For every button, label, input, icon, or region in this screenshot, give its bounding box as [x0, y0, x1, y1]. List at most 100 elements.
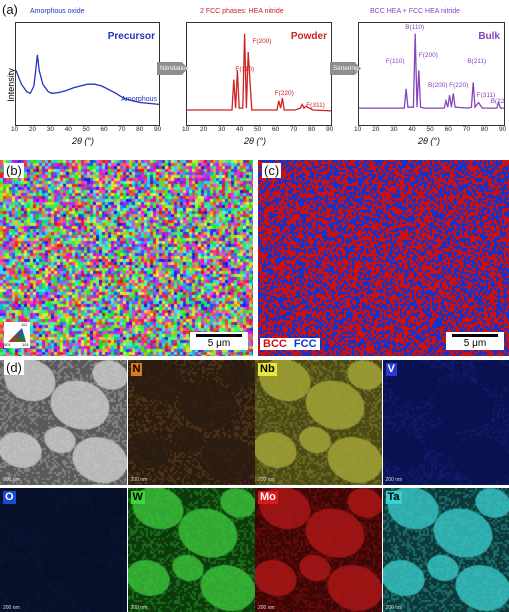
eds-map-w: W 200 nm: [127, 488, 255, 612]
x-tick-label: 80: [136, 126, 144, 133]
x-tick-label: 90: [154, 126, 162, 133]
eds-map-o: O 200 nm: [0, 488, 127, 612]
xrd-plot-precursor: Precursor Amorphous: [15, 22, 160, 126]
element-tag: N: [130, 363, 143, 376]
plot-tag-powder: Powder: [291, 31, 327, 42]
eds-map-n: N 200 nm: [127, 360, 255, 485]
x-ticks-precursor: 10 20 30 40 50 60 70 80 90: [11, 126, 162, 135]
x-tick-label: 70: [462, 126, 470, 133]
phase-scale-label: 5 μm: [463, 338, 487, 349]
element-tag: Nb: [258, 363, 277, 376]
peak-label: B(200): [428, 82, 448, 89]
xrd-plot-powder: Powder F(110) F(200) F(220) F(311): [186, 22, 332, 126]
x-tick-label: 30: [390, 126, 398, 133]
eds-map-mo: Mo 200 nm: [255, 488, 382, 612]
plot-title-bulk: BCC HEA + FCC HEA nitride: [370, 8, 461, 15]
ipf-corner-101: 101: [22, 342, 29, 347]
x-tick-label: 60: [100, 126, 108, 133]
x-tick-label: 70: [118, 126, 126, 133]
x-tick-label: 50: [82, 126, 90, 133]
eds-scale-label: 200 nm: [385, 477, 403, 483]
x-ticks-powder: 10 20 30 40 50 60 70 80 90: [182, 126, 334, 135]
panel-label-b: (b): [4, 163, 24, 178]
x-tick-label: 80: [308, 126, 316, 133]
element-tag: O: [3, 491, 16, 504]
ebsd-scale-label: 5 μm: [207, 338, 231, 349]
x-axis-label-powder: 2θ (°): [244, 136, 266, 146]
x-tick-label: 40: [408, 126, 416, 133]
peak-label: F(220): [275, 90, 294, 97]
phase-legend: BCC FCC: [260, 338, 320, 350]
bcc-label: BCC: [263, 338, 287, 350]
x-axis-label-precursor: 2θ (°): [72, 136, 94, 146]
element-tag: W: [130, 491, 145, 504]
ebsd-scale-bar: [196, 334, 242, 337]
fcc-label: FCC: [293, 338, 317, 350]
plot-tag-precursor: Precursor: [108, 31, 155, 42]
amorphous-annotation: Amorphous: [121, 96, 157, 103]
x-tick-label: 80: [480, 126, 489, 133]
x-tick-label: 90: [326, 126, 334, 133]
x-tick-label: 10: [354, 126, 362, 133]
peak-label: B(220): [491, 98, 504, 105]
phase-map: (c) BCC FCC 5 μm: [258, 160, 509, 356]
x-tick-label: 50: [426, 126, 434, 133]
peak-label: B(110): [405, 24, 424, 31]
peak-label: F(200): [419, 52, 438, 59]
x-tick-label: 30: [218, 126, 226, 133]
xrd-line-precursor: [16, 54, 159, 106]
phase-scale-bar: [452, 334, 498, 337]
eds-map-ta: Ta 200 nm: [382, 488, 509, 612]
ebsd-orientation-map: (b) 001 101 111 5 μm: [0, 160, 253, 356]
ebsd-scale-box: 5 μm: [190, 332, 248, 350]
panel-label-d: (d): [4, 360, 24, 375]
eds-scale-label: 200 nm: [3, 605, 20, 611]
eds-scale-label: 200 nm: [130, 477, 148, 483]
eds-scale-label: 200 nm: [3, 477, 20, 483]
eds-map-nb: Nb 200 nm: [255, 360, 382, 485]
peak-label: F(110): [386, 58, 405, 65]
x-tick-label: 50: [254, 126, 262, 133]
plot-tag-bulk: Bulk: [478, 31, 500, 42]
x-tick-label: 20: [28, 126, 37, 133]
xrd-plot-bulk: Bulk B(110) F(110) F(200) B(200) F(220) B(211)…: [358, 22, 505, 126]
x-tick-label: 60: [272, 126, 280, 133]
x-tick-label: 40: [236, 126, 244, 133]
x-axis-label-bulk: 2θ (°): [418, 136, 440, 146]
peak-label: F(110): [235, 66, 254, 73]
x-tick-label: 60: [444, 126, 452, 133]
peak-label: B(211): [467, 58, 486, 65]
plot-title-precursor: Amorphous oxide: [30, 8, 85, 15]
phase-scale-box: 5 μm: [446, 332, 504, 350]
x-tick-label: 90: [499, 126, 507, 133]
peak-label: F(220): [449, 82, 468, 89]
eds-scale-label: 200 nm: [385, 605, 403, 611]
ipf-corner-111: 111: [21, 322, 28, 327]
peak-label: F(311): [477, 92, 496, 99]
panel-label-c: (c): [262, 163, 282, 178]
element-tag: V: [385, 363, 397, 376]
eds-scale-label: 200 nm: [130, 605, 148, 611]
ipf-corner-001: 001: [4, 342, 11, 347]
x-tick-label: 20: [200, 126, 208, 133]
peak-label: F(311): [306, 102, 325, 109]
x-tick-label: 10: [11, 126, 19, 133]
peak-label: F(200): [252, 38, 271, 45]
ipf-legend-icon: 001 101 111: [4, 322, 30, 348]
nitridation-arrow: Nitridation: [157, 62, 188, 75]
x-tick-label: 40: [64, 126, 72, 133]
plot-title-powder: 2 FCC phases: HEA nitride: [200, 8, 284, 15]
eds-scale-label: 200 nm: [258, 477, 275, 483]
xrd-line-powder: [187, 33, 331, 112]
eds-map-grid: (d) 200 nm N 200 nm Nb 200 nm V 200 nm O 200 nm W…: [0, 358, 509, 612]
x-tick-label: 70: [290, 126, 298, 133]
panel-label-a: (a): [2, 2, 18, 17]
element-tag: Ta: [385, 491, 402, 504]
xrd-line-bulk: [359, 33, 504, 109]
sintering-arrow: Sintering: [330, 62, 361, 75]
x-tick-label: 30: [46, 126, 54, 133]
eds-scale-label: 200 nm: [258, 605, 275, 611]
x-ticks-bulk: 10 20 30 40 50 60 70 80 90: [354, 126, 507, 135]
eds-map-v: V 200 nm: [382, 360, 509, 485]
